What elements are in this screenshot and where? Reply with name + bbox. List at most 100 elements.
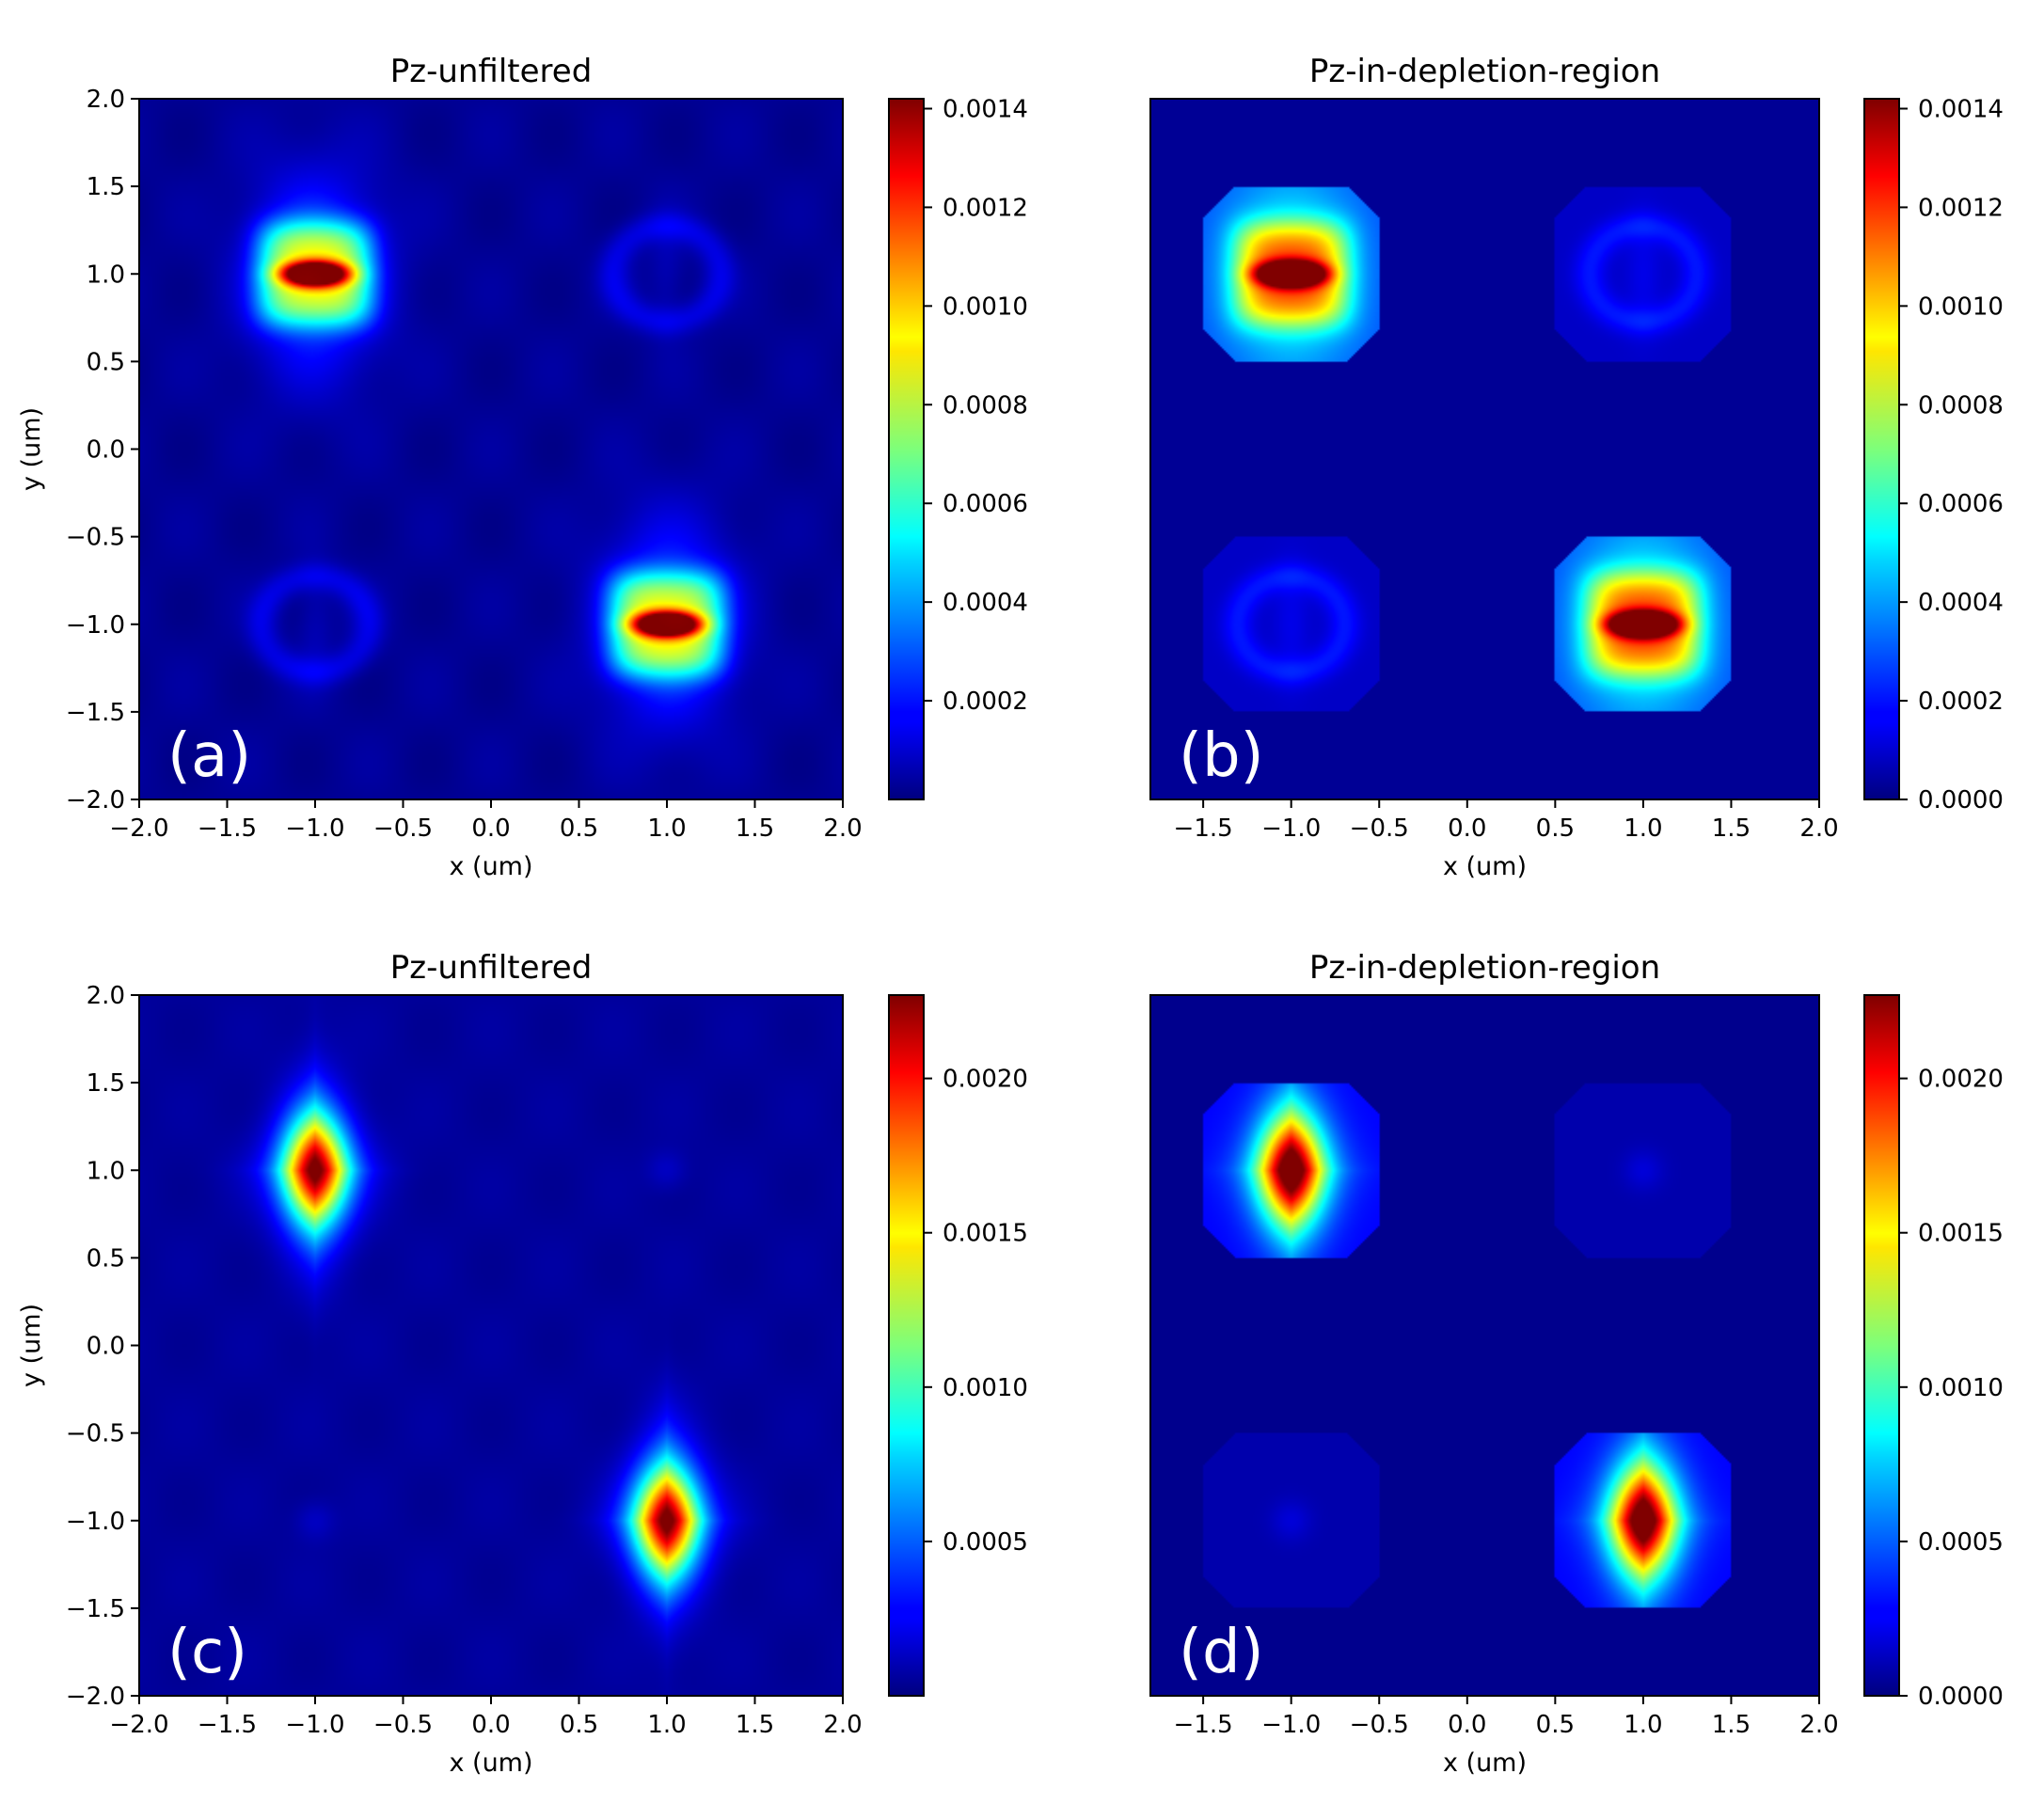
x-tick-label: 1.0 [647,1711,686,1739]
colorbar-tick-label: 0.0015 [1918,1220,2004,1248]
chart-title: Pz-in-depletion-region [1309,949,1660,987]
x-tick-label: 2.0 [823,815,862,843]
x-tick-label: 1.5 [1712,1711,1751,1739]
colorbar-gradient [1864,995,1899,1696]
axes-frame [1149,994,1820,1697]
chart-title: Pz-in-depletion-region [1309,53,1660,90]
colorbar-tick-label: 0.0002 [943,688,1028,716]
colorbar-tick-label: 0.0006 [943,490,1028,518]
x-tick-label: 0.5 [1536,815,1575,843]
y-tick-label: 0.0 [87,1333,125,1361]
y-axis-label: y (um) [17,407,46,491]
panel-label: (a) [167,721,251,791]
chart-title: Pz-unfiltered [390,53,593,90]
x-tick-label: 1.0 [1624,815,1662,843]
colorbar-tick-label: 0.0006 [1918,490,2004,518]
x-tick-label: 0.0 [471,815,510,843]
colorbar-frame [1863,98,1900,800]
y-tick-label: 0.5 [87,348,125,376]
x-tick-label: −0.5 [1350,1711,1409,1739]
x-tick-label: −0.5 [1350,815,1409,843]
colorbar-frame [888,994,925,1697]
panel-label: (b) [1179,721,1264,791]
y-tick-label: 1.0 [87,1157,125,1185]
y-tick-label: −1.5 [66,699,125,727]
y-tick-label: −0.5 [66,524,125,552]
x-tick-label: 0.0 [1448,815,1486,843]
x-tick-label: 0.0 [471,1711,510,1739]
x-tick-label: −1.5 [1174,1711,1233,1739]
x-tick-label: −1.5 [1174,815,1233,843]
x-tick-label: −1.0 [1261,1711,1321,1739]
colorbar-gradient [889,995,924,1696]
x-tick-label: 0.0 [1448,1711,1486,1739]
colorbar-tick-label: 0.0000 [1918,1683,2004,1711]
heatmap-canvas [1150,99,1819,799]
panel-4: Pz-in-depletion-region −1.5 −1.0 −0.5 0.0 0.5… [1149,949,2004,1778]
y-tick-label: −2.0 [66,786,125,815]
y-tick-label: 0.5 [87,1244,125,1273]
colorbar-tick-label: 0.0010 [943,1374,1028,1402]
colorbar-tick-label: 0.0008 [1918,391,2004,419]
x-tick-label: −1.5 [198,815,257,843]
colorbar-tick-label: 0.0005 [943,1528,1028,1557]
y-tick-label: −0.5 [66,1420,125,1448]
axes-frame [1149,98,1820,800]
colorbar-tick-label: 0.0020 [1918,1066,2004,1094]
x-tick-label: 1.5 [736,1711,774,1739]
colorbar-tick-label: 0.0012 [943,194,1028,222]
colorbar-tick-label: 0.0014 [1918,95,2004,123]
colorbar-tick-label: 0.0008 [943,391,1028,419]
heatmap-canvas [139,995,843,1696]
panel-2: Pz-in-depletion-region −1.5 −1.0 −0.5 0.0 0.5… [1149,53,2004,881]
x-tick-label: 2.0 [1799,815,1838,843]
colorbar-tick-label: 0.0005 [1918,1528,2004,1557]
x-tick-label: 2.0 [823,1711,862,1739]
x-axis-label: x (um) [449,852,532,881]
y-tick-label: 1.0 [87,261,125,289]
x-axis-label: x (um) [1443,852,1527,881]
heatmap-image [1150,995,1819,1696]
colorbar-gradient [889,99,924,799]
y-tick-label: 0.0 [87,436,125,465]
x-tick-label: −1.0 [285,1711,344,1739]
x-tick-label: −2.0 [109,815,168,843]
colorbar-gradient [1864,99,1899,799]
colorbar-tick-label: 0.0010 [1918,1374,2004,1402]
x-tick-label: −1.0 [1261,815,1321,843]
x-axis-label: x (um) [449,1748,532,1778]
x-tick-label: 0.5 [560,1711,598,1739]
colorbar-frame [888,98,925,800]
heatmap-image [1150,99,1819,799]
x-tick-label: −0.5 [373,1711,433,1739]
x-tick-label: 1.5 [1712,815,1751,843]
x-tick-label: 1.5 [736,815,774,843]
x-tick-label: 1.0 [647,815,686,843]
colorbar-tick-label: 0.0012 [1918,194,2004,222]
heatmap-canvas [139,99,843,799]
x-tick-label: 0.5 [560,815,598,843]
y-tick-label: 1.5 [87,173,125,201]
y-tick-label: 2.0 [87,982,125,1010]
x-tick-label: −1.0 [285,815,344,843]
x-tick-label: −1.5 [198,1711,257,1739]
panel-3: Pz-unfiltered −2.0 −1.5 −1.0 −0.5 0.0 0.5 1.0 1.… [17,949,1028,1778]
x-tick-label: −0.5 [373,815,433,843]
panel-label: (c) [167,1618,247,1687]
colorbar-tick-label: 0.0004 [1918,589,2004,617]
colorbar-frame [1863,994,1900,1697]
x-tick-label: 1.0 [1624,1711,1662,1739]
y-tick-label: −2.0 [66,1683,125,1711]
heatmap-image [139,995,843,1696]
chart-title: Pz-unfiltered [390,949,593,987]
y-axis-label: y (um) [17,1304,46,1387]
heatmap-canvas [1150,995,1819,1696]
colorbar-tick-label: 0.0000 [1918,786,2004,815]
colorbar-tick-label: 0.0010 [943,293,1028,321]
x-tick-label: −2.0 [109,1711,168,1739]
x-tick-label: 0.5 [1536,1711,1575,1739]
colorbar-tick-label: 0.0014 [943,95,1028,123]
x-tick-label: 2.0 [1799,1711,1838,1739]
colorbar-tick-label: 0.0015 [943,1220,1028,1248]
